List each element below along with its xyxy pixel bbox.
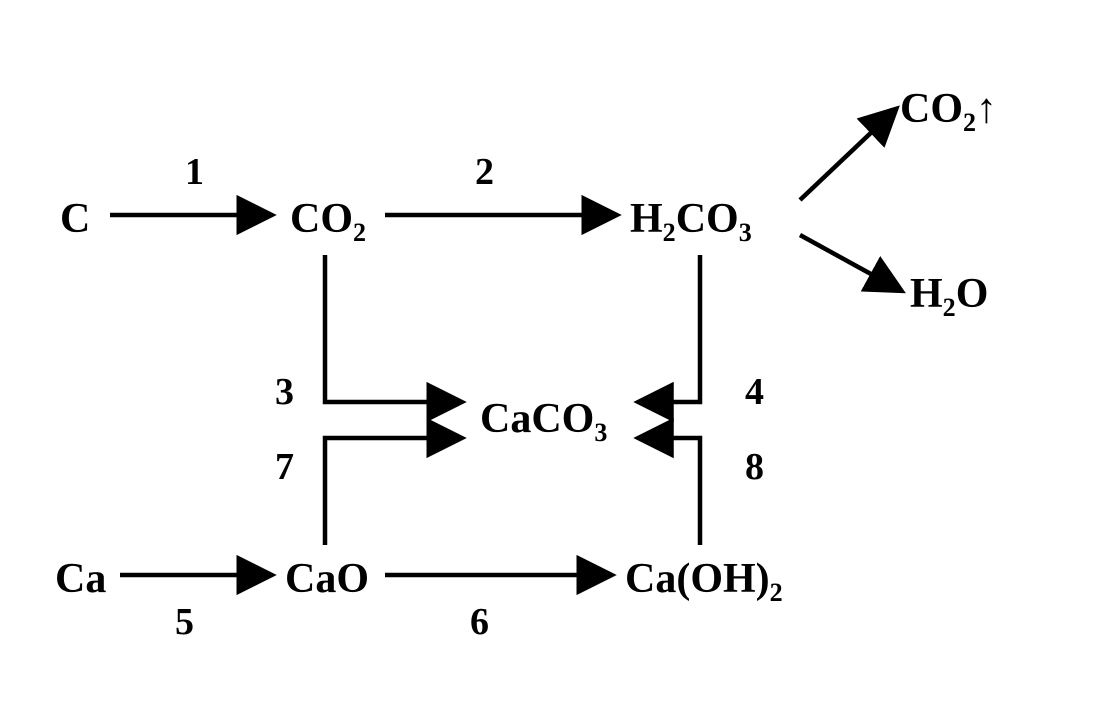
edge-3 (325, 255, 460, 402)
node-H2O-out: H2O (910, 270, 988, 318)
edge-label-7: 7 (275, 445, 294, 489)
edge-8 (640, 438, 700, 545)
edge-label-8: 8 (745, 445, 764, 489)
node-CaO: CaO (285, 555, 369, 603)
node-CaOH2: Ca(OH)2 (625, 555, 783, 603)
reaction-diagram: C CO2 H2CO3 CO2↑ H2O CaCO3 Ca CaO Ca(OH)… (0, 0, 1112, 723)
edge-4 (640, 255, 700, 402)
edge-label-4: 4 (745, 370, 764, 414)
node-CO2-out: CO2↑ (900, 85, 997, 133)
node-CO2: CO2 (290, 195, 366, 243)
node-Ca: Ca (55, 555, 106, 603)
edge-label-6: 6 (470, 600, 489, 644)
node-H2CO3: H2CO3 (630, 195, 752, 243)
edge-e_h2co3_co2 (800, 110, 895, 200)
node-CaCO3: CaCO3 (480, 395, 607, 443)
edge-label-5: 5 (175, 600, 194, 644)
edge-label-1: 1 (185, 150, 204, 194)
edge-7 (325, 438, 460, 545)
edge-e_h2co3_h2o (800, 235, 900, 290)
edge-label-3: 3 (275, 370, 294, 414)
edge-label-2: 2 (475, 150, 494, 194)
node-C: C (60, 195, 90, 243)
